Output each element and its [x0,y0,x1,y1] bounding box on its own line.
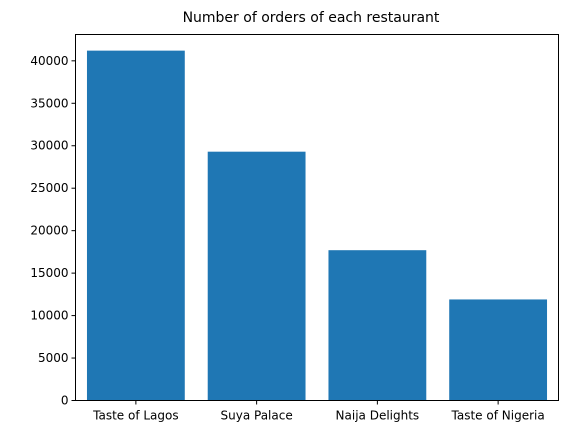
x-tick-label: Taste of Nigeria [451,409,545,423]
y-tick-label: 35000 [30,96,68,110]
bar [328,250,427,401]
bar [86,50,185,401]
bar [449,299,548,401]
x-axis: Taste of Lagos Suya Palace Naija Delights T… [92,400,545,423]
bar [207,151,306,401]
y-tick-label: 10000 [30,309,68,323]
y-tick-label: 5000 [38,351,69,365]
x-tick-label: Taste of Lagos [92,409,178,423]
y-tick-label: 30000 [30,139,68,153]
x-tick-label: Naija Delights [336,409,420,423]
y-tick-label: 15000 [30,266,68,280]
y-tick-label: 20000 [30,224,68,238]
x-tick-label: Suya Palace [221,409,293,423]
y-tick-label: 0 [61,394,69,408]
bars-group [86,50,548,401]
plot-frame [75,34,559,401]
chart-title: Number of orders of each restaurant [183,10,440,26]
y-axis: 0 5000 10000 15000 20000 25000 30000 35000 40000 [30,54,76,408]
y-tick-label: 25000 [30,181,68,195]
y-tick-label: 40000 [30,54,68,68]
